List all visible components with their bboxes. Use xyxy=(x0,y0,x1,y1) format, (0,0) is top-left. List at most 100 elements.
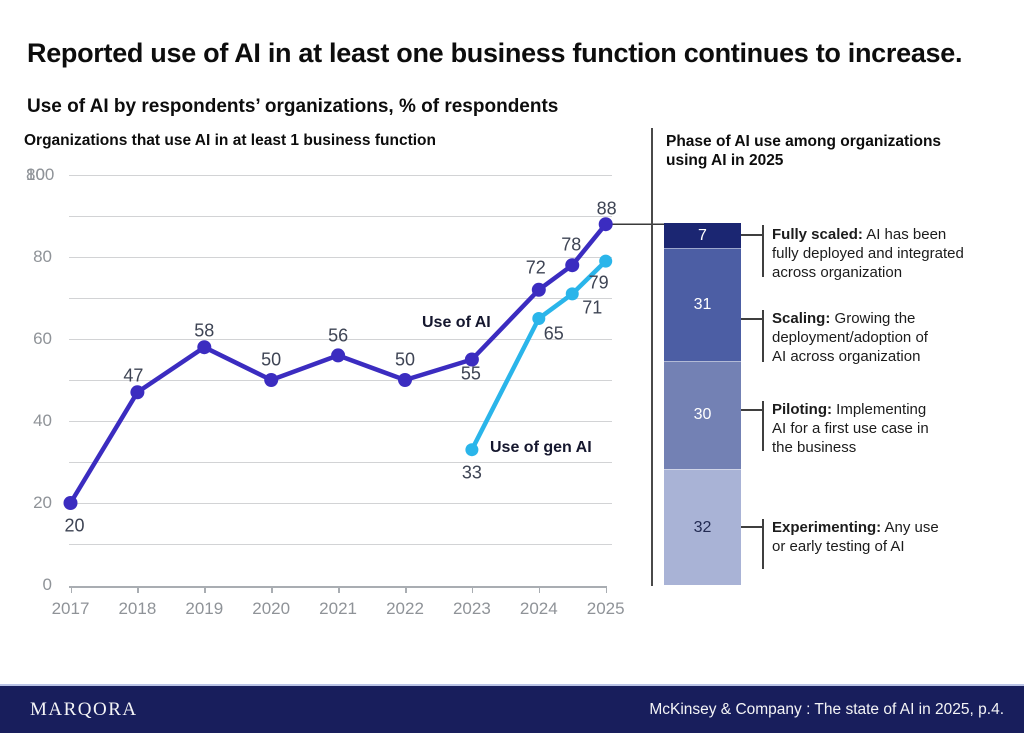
y-axis-tick-label: 80 xyxy=(33,247,52,266)
data-point xyxy=(130,385,145,400)
phase-label-piloting: Piloting: Implementing AI for a first us… xyxy=(772,400,1012,457)
x-axis-tick-label: 2024 xyxy=(519,599,558,618)
x-axis-tick-label: 2019 xyxy=(185,599,224,618)
source-citation: McKinsey & Company : The state of AI in … xyxy=(649,700,1004,718)
leader-line-piloting xyxy=(762,401,764,451)
x-axis-tick-label: 2022 xyxy=(386,599,424,618)
data-point xyxy=(465,443,479,457)
leader-line-experimenting xyxy=(762,519,764,569)
data-point xyxy=(398,373,412,387)
leader-line-fully-scaled xyxy=(762,225,764,277)
phase-term: Piloting: xyxy=(772,401,832,418)
y-axis-tick-label: 0 xyxy=(42,575,52,594)
x-axis-tick xyxy=(605,586,608,593)
data-point-label: 88 xyxy=(596,198,617,219)
bar-segment-value: 32 xyxy=(693,518,712,536)
page-subtitle: Use of AI by respondents’ organizations,… xyxy=(27,96,559,117)
x-axis-tick-label: 2021 xyxy=(319,599,357,618)
x-axis-tick xyxy=(204,586,206,593)
phase-description: Implementing AI for a first use case in … xyxy=(772,401,929,456)
bar-segment-fully-scaled: 7 xyxy=(664,223,741,249)
leader-line-piloting xyxy=(741,409,762,411)
line-chart-title: Organizations that use AI in at least 1 … xyxy=(24,132,436,149)
x-axis-tick-label: 2017 xyxy=(51,599,90,618)
y-axis-tick-label-overlap: 80 xyxy=(26,165,45,184)
y-axis-tick-label: 20 xyxy=(33,493,52,512)
data-point-label: 65 xyxy=(543,323,564,343)
data-point xyxy=(598,217,613,232)
series-label-use-of-ai: Use of AI xyxy=(422,314,491,331)
y-axis-tick-label: 60 xyxy=(33,329,52,348)
x-axis-tick-label: 2018 xyxy=(118,599,157,618)
data-point-label: 79 xyxy=(588,272,609,293)
bar-segment-experimenting: 32 xyxy=(664,469,741,585)
gridline xyxy=(69,339,612,340)
data-point-label: 55 xyxy=(460,363,481,383)
data-point-label: 33 xyxy=(461,462,482,483)
data-point-label: 72 xyxy=(525,257,546,278)
gridline xyxy=(69,544,612,545)
x-axis-tick xyxy=(405,586,407,593)
bar-segment-value: 7 xyxy=(698,226,707,244)
x-axis-tick xyxy=(338,586,340,593)
gridline xyxy=(69,503,612,504)
panel-divider xyxy=(651,128,653,586)
bar-segment-scaling: 31 xyxy=(664,248,741,361)
brand-logo: MARQORA xyxy=(30,698,138,720)
data-point-label: 58 xyxy=(194,320,215,341)
gridline xyxy=(69,462,612,463)
phase-label-scaling: Scaling: Growing the deployment/adoption… xyxy=(772,309,1012,366)
x-axis-tick xyxy=(271,586,273,593)
data-point xyxy=(531,282,546,297)
leader-line-experimenting xyxy=(741,526,762,528)
y-axis-tick-label: 40 xyxy=(33,411,52,430)
phase-label-experimenting: Experimenting: Any use or early testing … xyxy=(772,518,1012,556)
bar-segment-piloting: 30 xyxy=(664,360,741,470)
data-point xyxy=(565,258,580,273)
series-line-use-of-gen-ai xyxy=(469,258,608,452)
phase-label-fully-scaled: Fully scaled: AI has been fully deployed… xyxy=(772,225,1012,282)
data-point-label: 47 xyxy=(123,365,144,386)
series-label-use-of-gen-ai: Use of gen AI xyxy=(490,439,592,456)
x-axis-tick xyxy=(538,586,541,593)
phase-term: Scaling: xyxy=(772,310,831,327)
data-point xyxy=(565,287,579,301)
data-point-label: 78 xyxy=(561,234,582,255)
phase-description: Any use or early testing of AI xyxy=(772,519,939,555)
gridline xyxy=(69,216,612,217)
leader-line-fully-scaled xyxy=(741,234,762,236)
x-axis-tick xyxy=(70,586,72,593)
bar-segment-value: 30 xyxy=(693,406,712,424)
phase-term: Experimenting: xyxy=(772,519,882,536)
x-axis-line xyxy=(69,586,607,588)
x-axis-tick xyxy=(471,586,474,593)
gridline xyxy=(69,298,612,299)
data-point-label: 50 xyxy=(261,349,282,370)
phase-description: Growing the deployment/adoption of AI ac… xyxy=(772,310,928,365)
leader-line-scaling xyxy=(762,310,764,362)
phase-description: AI has been fully deployed and integrate… xyxy=(772,226,964,281)
data-point xyxy=(197,340,212,355)
x-axis-tick-label: 2020 xyxy=(252,599,291,618)
x-axis-tick xyxy=(137,586,139,593)
data-point xyxy=(331,348,346,363)
data-point-label: 50 xyxy=(394,349,416,370)
x-axis-tick-label: 2023 xyxy=(452,599,491,618)
page-title: Reported use of AI in at least one busin… xyxy=(27,38,963,68)
data-point xyxy=(532,312,546,325)
data-point xyxy=(264,373,279,387)
data-point-label: 56 xyxy=(328,325,349,346)
gridline xyxy=(69,175,612,176)
right-panel-heading: Phase of AI use among organizations usin… xyxy=(666,133,942,169)
data-point xyxy=(464,352,479,367)
footer: MARQORA McKinsey & Company : The state o… xyxy=(0,684,1024,733)
data-point-label: 71 xyxy=(582,297,603,318)
y-axis-tick-label-overlap: 100 xyxy=(26,165,55,184)
gridline xyxy=(69,421,612,422)
data-point xyxy=(63,496,78,510)
bar-segment-value: 31 xyxy=(693,295,712,313)
leader-line-scaling xyxy=(741,318,762,320)
